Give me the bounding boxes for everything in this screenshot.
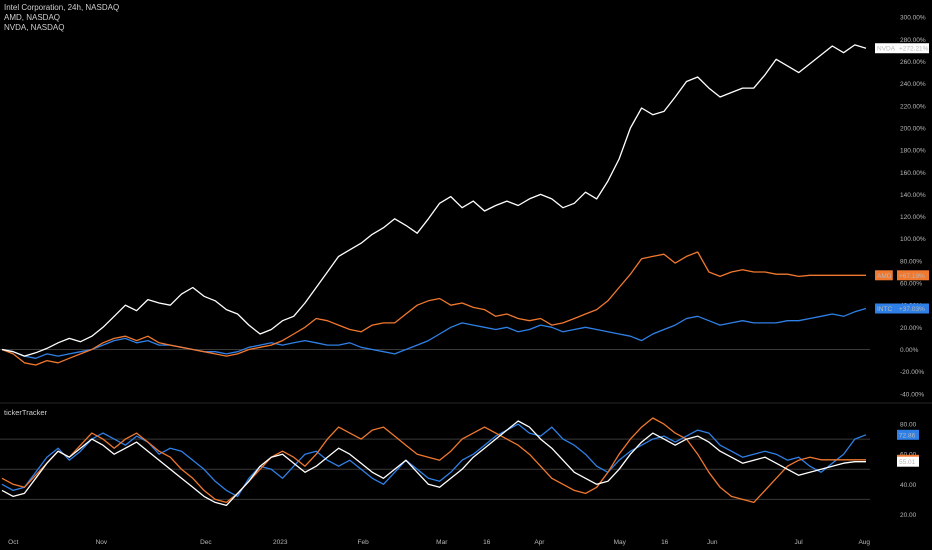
y-tick-label: 120.00% — [900, 214, 926, 221]
x-tick-label: Oct — [8, 539, 18, 546]
x-tick-label: Apr — [534, 539, 545, 546]
y-tick-label: -20.00% — [900, 369, 924, 376]
y-tick-label: 140.00% — [900, 192, 926, 199]
x-tick-label: Feb — [358, 539, 370, 546]
y-tick-label: 160.00% — [900, 170, 926, 177]
osc-value-label-nvda: 55.01 — [899, 459, 916, 466]
osc-value-box-nvda — [897, 456, 919, 467]
y-tick-label: -40.00% — [900, 391, 924, 398]
osc-y-tick-label: 20.00 — [900, 512, 917, 519]
series-value-label-amd: +67.19% — [899, 273, 925, 280]
series-value-label-intc: +37.03% — [899, 306, 925, 313]
legend-nvda: NVDA, NASDAQ — [4, 23, 65, 32]
series-tag-nvda — [875, 43, 898, 54]
osc-value-box-intc — [897, 429, 919, 440]
series-line-amd — [1, 251, 866, 366]
y-tick-label: 80.00% — [900, 258, 922, 265]
series-value-box-intc — [897, 303, 929, 314]
osc-y-tick-label: 80.00 — [900, 422, 917, 429]
y-tick-label: 200.00% — [900, 125, 926, 132]
x-tick-label: Aug — [858, 539, 870, 546]
osc-y-tick-label: 40.00 — [900, 482, 917, 489]
x-tick-label: Jul — [794, 539, 803, 546]
y-tick-label: 0.00% — [900, 347, 919, 354]
series-line-nvda — [1, 44, 867, 357]
oscillator-title: tickerTracker — [4, 408, 48, 417]
x-tick-label: Nov — [96, 539, 108, 546]
series-tag-text-amd: AMD — [877, 273, 892, 280]
series-value-box-nvda — [897, 43, 929, 54]
x-tick-label: 2023 — [273, 539, 288, 546]
y-tick-label: 260.00% — [900, 59, 926, 66]
series-tag-text-nvda: NVDA — [877, 46, 896, 53]
y-tick-label: 100.00% — [900, 236, 926, 243]
series-tag-intc — [875, 303, 898, 314]
series-value-label-nvda: +272.21% — [899, 46, 929, 53]
x-tick-label: May — [614, 539, 627, 546]
y-tick-label: 300.00% — [900, 15, 926, 22]
y-tick-label: 60.00% — [900, 281, 922, 288]
series-line-intc — [1, 307, 867, 359]
x-tick-label: Dec — [200, 539, 212, 546]
legend-intc: Intel Corporation, 24h, NASDAQ — [4, 3, 120, 12]
y-tick-label: 280.00% — [900, 37, 926, 44]
series-tag-text-intc: INTC — [877, 306, 892, 313]
osc-line-amd — [1, 417, 866, 504]
y-tick-label: 20.00% — [900, 325, 922, 332]
x-tick-label: Mar — [436, 539, 448, 546]
series-value-box-amd — [897, 270, 929, 281]
osc-line-nvda — [1, 420, 866, 507]
x-tick-label: 16 — [483, 539, 491, 546]
osc-value-label-intc: 72.86 — [899, 432, 916, 439]
x-tick-label: Jun — [707, 539, 718, 546]
legend-amd: AMD, NASDAQ — [4, 13, 61, 22]
y-tick-label: 220.00% — [900, 103, 926, 110]
y-tick-label: 240.00% — [900, 81, 926, 88]
y-tick-label: 180.00% — [900, 148, 926, 155]
series-tag-amd — [875, 270, 893, 281]
x-tick-label: 16 — [661, 539, 669, 546]
